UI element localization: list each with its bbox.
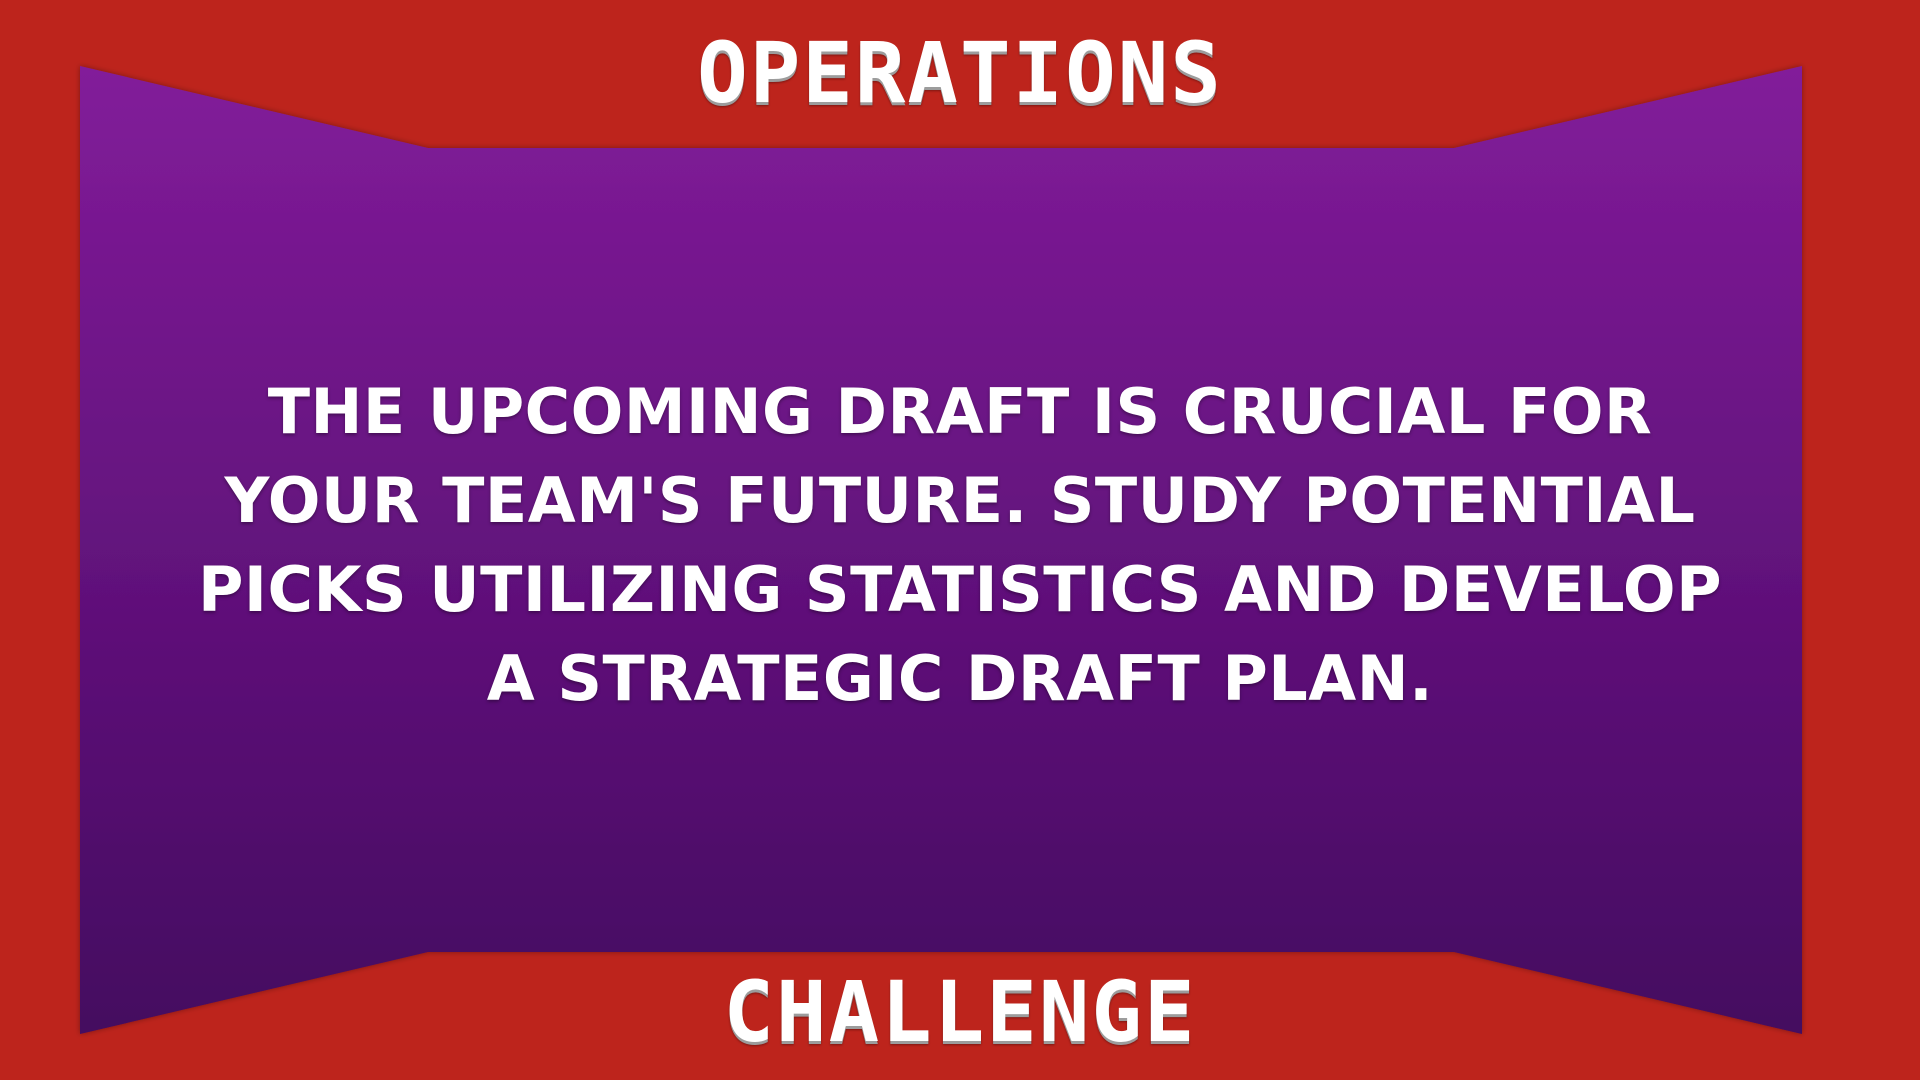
header-title: OPERATIONS [697,24,1223,122]
panel-shape [80,66,1802,1034]
challenge-prompt-text: THE UPCOMING DRAFT IS CRUCIAL FOR YOUR T… [197,375,1723,715]
footer-title: CHALLENGE [723,963,1197,1061]
